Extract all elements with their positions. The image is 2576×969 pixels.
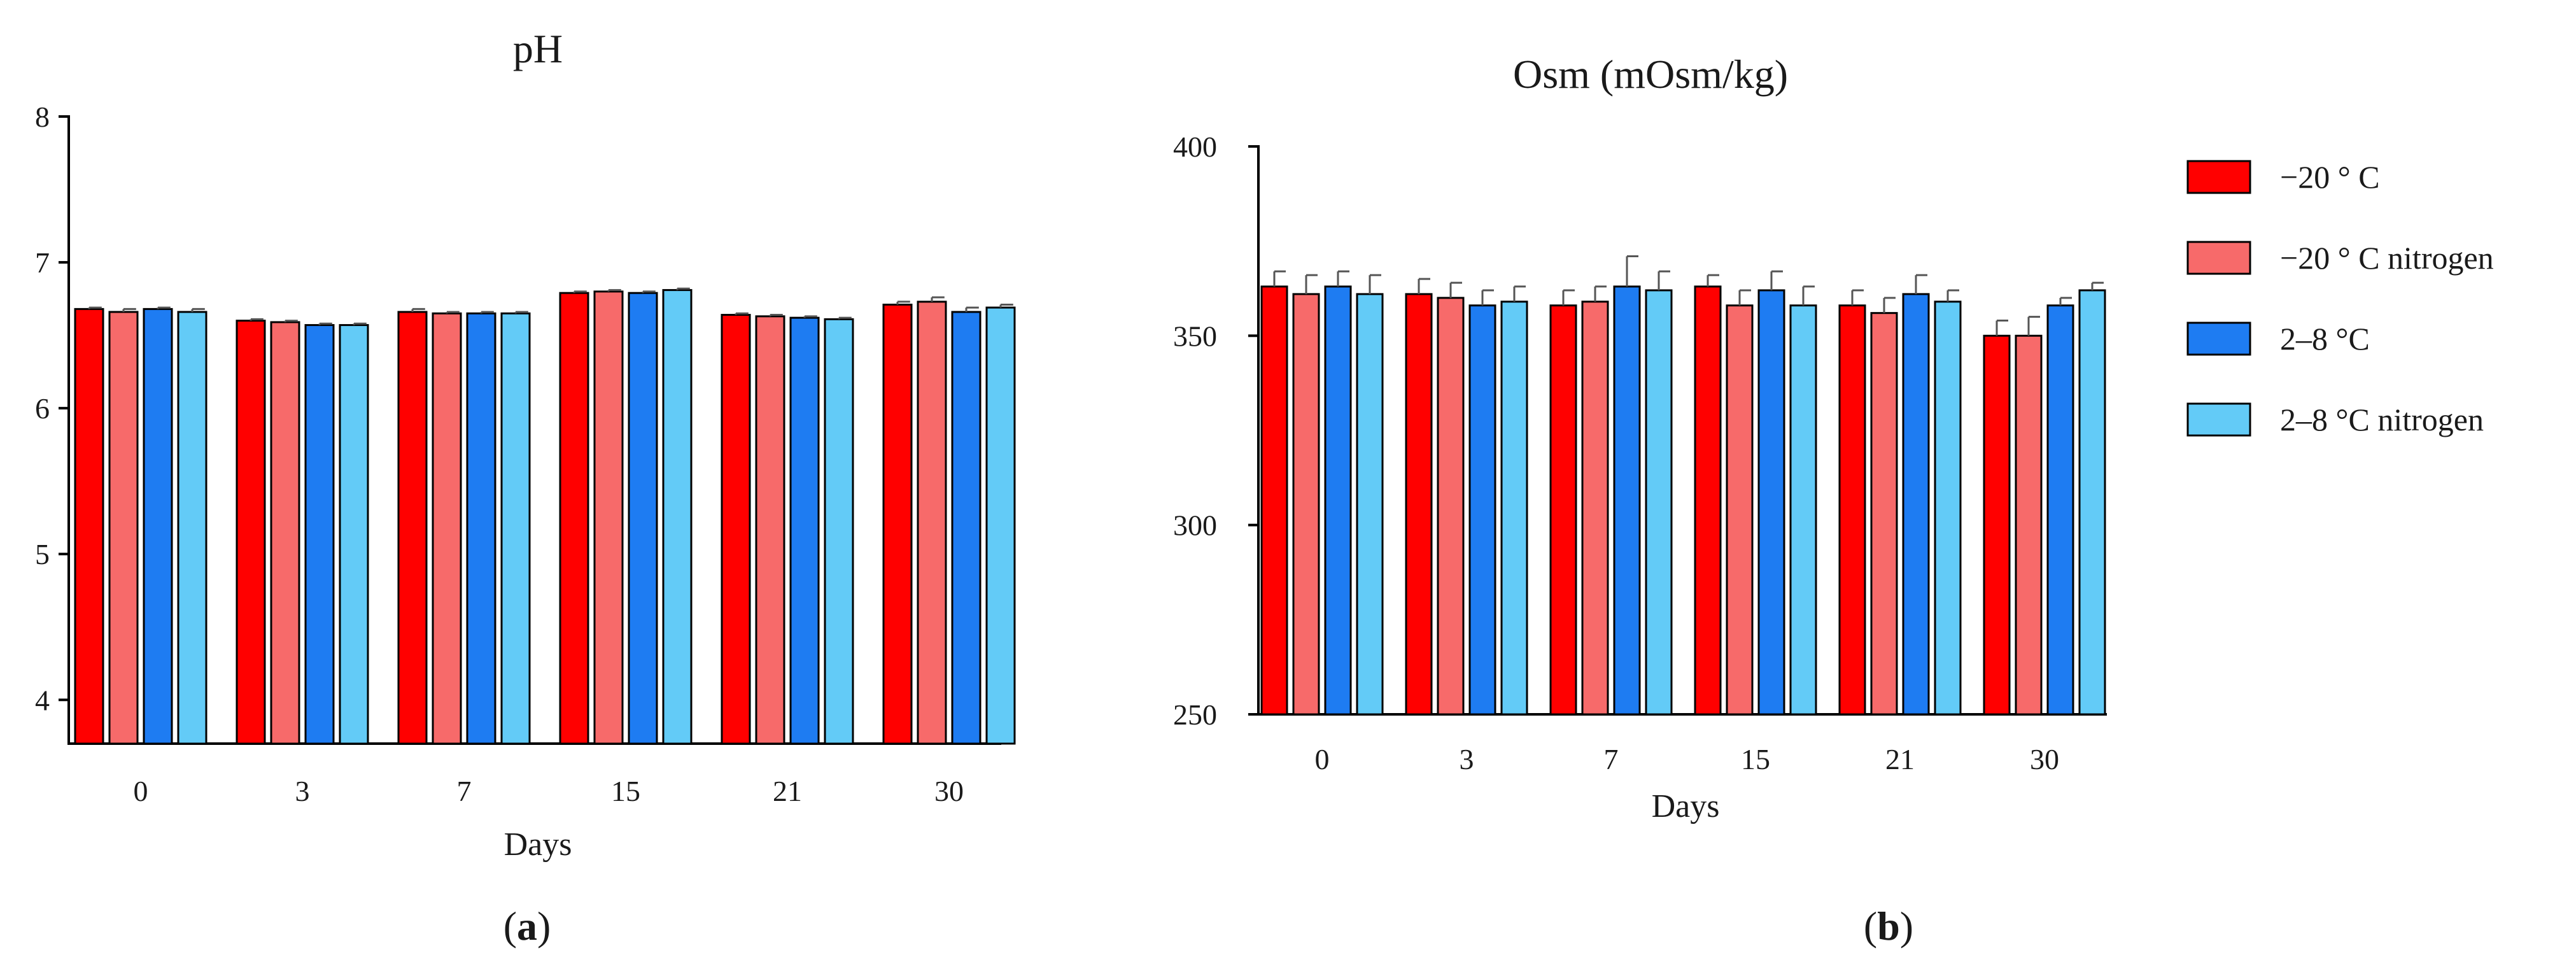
bar-a-day0-s3 — [177, 311, 208, 745]
panel-label-b: (b) — [1864, 903, 1913, 949]
chart-title-osm: Osm (mOsm/kg) — [1513, 52, 1788, 97]
panel-label-a-open: ( — [503, 903, 517, 949]
y-tick-label-a-4: 4 — [35, 684, 50, 716]
bar-b-day21-s2 — [1902, 293, 1930, 716]
legend-swatch-minus20 — [2186, 160, 2251, 194]
panel-label-a-close: ) — [537, 903, 551, 949]
bar-b-day30-s0 — [1983, 334, 2011, 716]
panel-label-a-letter: a — [517, 903, 537, 949]
bars-a — [74, 287, 1016, 745]
y-tick-label-b-300: 300 — [1173, 509, 1217, 542]
axes-a: 4 5 6 7 8 0 3 7 15 21 30 — [35, 101, 1001, 807]
bar-b-day15-s1 — [1726, 304, 1754, 716]
bar-a-day15-s0 — [559, 292, 589, 745]
bar-a-day30-s1 — [917, 301, 947, 745]
legend-label-minus20: −20 ° C — [2280, 159, 2380, 195]
bar-b-day7-s2 — [1613, 285, 1641, 716]
bar-b-day15-s3 — [1789, 304, 1817, 716]
bar-b-day30-s2 — [2046, 304, 2074, 716]
bar-b-day30-s3 — [2078, 289, 2106, 716]
legend-swatch-minus20-nitrogen — [2186, 241, 2251, 275]
bar-a-day7-s2 — [466, 312, 496, 745]
y-tick-label-a-7: 7 — [35, 246, 50, 279]
bar-a-day30-s3 — [985, 306, 1016, 745]
x-tick-label-b-30: 30 — [2030, 743, 2059, 775]
bar-a-day21-s1 — [755, 315, 785, 745]
bar-a-day3-s1 — [270, 321, 300, 745]
x-axis-label-a: Days — [504, 826, 572, 863]
bar-b-day3-s3 — [1500, 301, 1528, 716]
bar-b-day30-s1 — [2015, 334, 2043, 716]
x-tick-label-a-0: 0 — [134, 775, 148, 807]
bar-b-day0-s2 — [1324, 285, 1352, 716]
x-tick-label-a-15: 15 — [611, 775, 640, 807]
bar-a-day7-s3 — [500, 312, 531, 745]
bar-b-day15-s2 — [1757, 289, 1785, 716]
bar-b-day21-s0 — [1838, 304, 1866, 716]
panel-label-b-close: ) — [1900, 903, 1913, 949]
bar-b-day0-s3 — [1356, 293, 1384, 716]
y-tick-label-b-250: 250 — [1173, 698, 1217, 731]
y-tick-label-a-8: 8 — [35, 101, 50, 133]
chart-title-ph: pH — [513, 26, 563, 71]
bar-a-day0-s2 — [143, 308, 173, 745]
bar-a-day15-s2 — [628, 292, 658, 745]
bar-a-day7-s1 — [432, 312, 462, 745]
panel-label-a: (a) — [503, 903, 551, 949]
x-tick-label-a-21: 21 — [773, 775, 802, 807]
panel-label-b-letter: b — [1877, 903, 1900, 949]
axes-b: 250 300 350 400 0 3 7 15 21 30 — [1173, 131, 2107, 775]
bar-b-day21-s1 — [1870, 312, 1898, 716]
bar-b-day0-s0 — [1260, 285, 1288, 716]
bar-a-day3-s2 — [304, 324, 335, 745]
bar-b-day3-s2 — [1468, 304, 1496, 716]
chart-panel-a: pH 4 5 6 7 8 0 3 7 15 21 30 Days (a) — [35, 26, 1016, 949]
bars-b — [1260, 255, 2106, 716]
x-tick-label-b-15: 15 — [1741, 743, 1770, 775]
chart-panel-b: Osm (mOsm/kg) 250 300 350 400 0 3 7 15 21 30 Days… — [1173, 52, 2107, 949]
bar-a-day7-s0 — [397, 311, 428, 745]
bar-a-day21-s2 — [789, 316, 820, 745]
bar-a-day21-s3 — [824, 318, 854, 745]
x-tick-label-b-7: 7 — [1604, 743, 1619, 775]
bar-a-day0-s1 — [108, 311, 139, 745]
bar-a-day30-s2 — [951, 311, 982, 745]
bar-a-day3-s0 — [236, 320, 266, 745]
y-tick-label-b-400: 400 — [1173, 131, 1217, 163]
y-tick-label-a-6: 6 — [35, 392, 50, 425]
legend: −20 ° C −20 ° C nitrogen 2–8 °C 2–8 °C n… — [2186, 159, 2494, 437]
x-tick-label-a-7: 7 — [457, 775, 472, 807]
y-tick-label-b-350: 350 — [1173, 320, 1217, 352]
bar-b-day7-s0 — [1549, 304, 1577, 716]
legend-label-minus20-nitrogen: −20 ° C nitrogen — [2280, 240, 2494, 276]
bar-b-day7-s3 — [1645, 289, 1673, 716]
bar-b-day3-s0 — [1405, 293, 1433, 716]
x-axis-label-b: Days — [1652, 788, 1720, 824]
x-tick-label-a-3: 3 — [295, 775, 310, 807]
panel-label-b-open: ( — [1864, 903, 1877, 949]
bar-a-day21-s0 — [721, 314, 751, 745]
legend-label-2-8: 2–8 °C — [2280, 321, 2370, 357]
bar-b-day0-s1 — [1292, 293, 1320, 716]
bar-a-day30-s0 — [882, 304, 913, 745]
bar-b-day15-s0 — [1694, 285, 1722, 716]
bar-b-day3-s1 — [1437, 297, 1465, 716]
bar-a-day15-s3 — [662, 289, 693, 745]
bar-b-day21-s3 — [1934, 301, 1962, 716]
bar-a-day3-s3 — [339, 324, 369, 745]
x-tick-label-b-21: 21 — [1885, 743, 1915, 775]
legend-label-2-8-nitrogen: 2–8 °C nitrogen — [2280, 402, 2484, 437]
legend-swatch-2-8 — [2186, 322, 2251, 356]
bar-a-day15-s1 — [593, 290, 624, 745]
bar-b-day7-s1 — [1581, 301, 1609, 716]
bar-a-day0-s0 — [74, 308, 104, 745]
x-tick-label-b-3: 3 — [1460, 743, 1474, 775]
legend-swatch-2-8-nitrogen — [2186, 402, 2251, 437]
x-tick-label-a-30: 30 — [934, 775, 964, 807]
y-tick-label-a-5: 5 — [35, 538, 50, 570]
x-tick-label-b-0: 0 — [1315, 743, 1330, 775]
